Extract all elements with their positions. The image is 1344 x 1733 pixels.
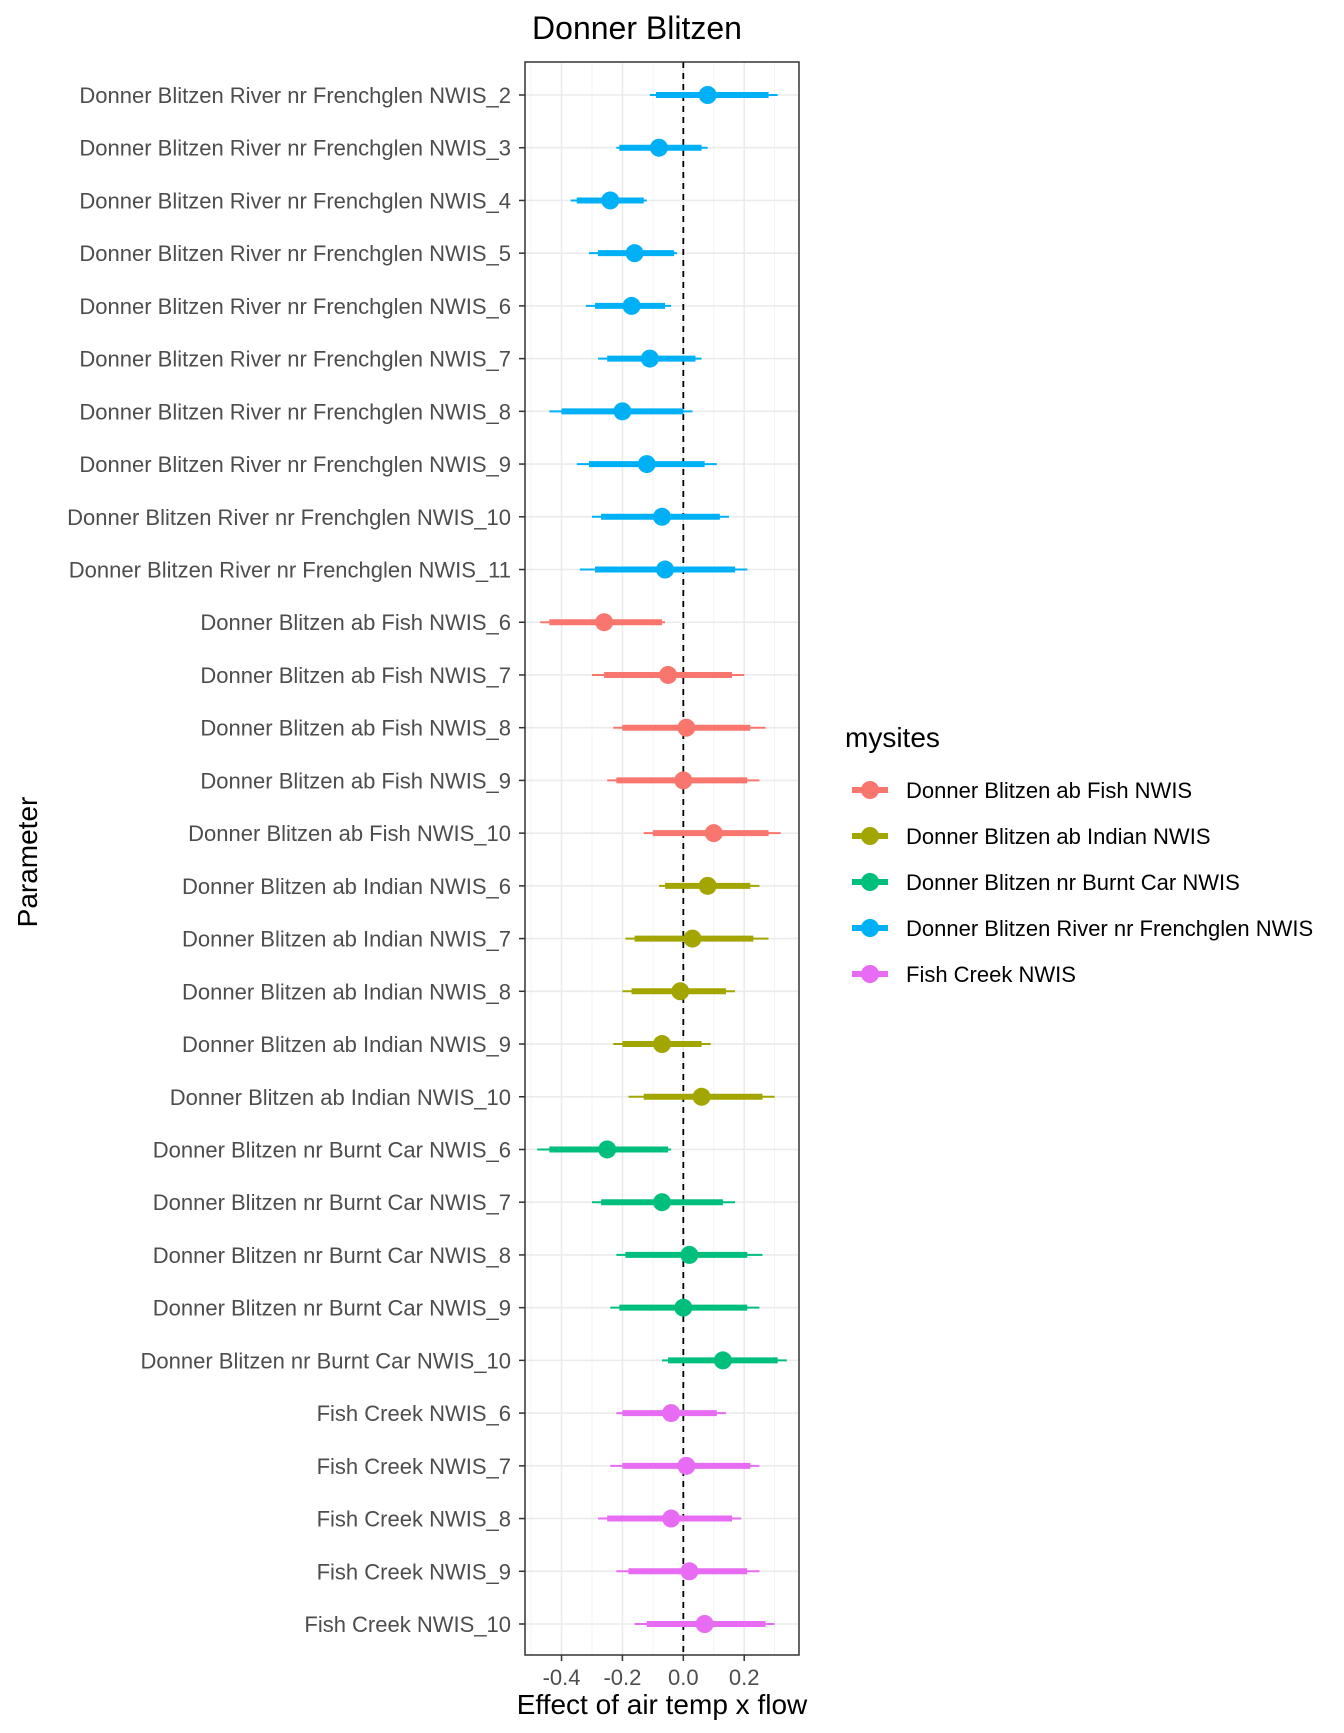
y-tick-label: Fish Creek NWIS_8	[317, 1507, 511, 1532]
point-estimate	[692, 1087, 711, 1106]
legend-entry-label: Donner Blitzen nr Burnt Car NWIS	[906, 870, 1240, 895]
point-estimate	[653, 1035, 671, 1054]
y-tick-label: Donner Blitzen River nr Frenchglen NWIS_…	[79, 294, 511, 319]
y-tick-label: Donner Blitzen ab Indian NWIS_7	[182, 927, 511, 952]
legend-key-point	[861, 827, 879, 845]
point-estimate	[680, 1562, 699, 1581]
point-estimate	[640, 349, 659, 368]
point-estimate	[680, 1245, 699, 1264]
y-tick-label: Donner Blitzen River nr Frenchglen NWIS_…	[79, 347, 511, 372]
y-tick-label: Donner Blitzen nr Burnt Car NWIS_9	[153, 1296, 511, 1321]
legend-key-point	[861, 919, 879, 937]
y-tick-label: Fish Creek NWIS_6	[317, 1401, 511, 1426]
point-estimate	[677, 1456, 696, 1475]
y-tick-label: Donner Blitzen River nr Frenchglen NWIS_…	[79, 399, 511, 424]
point-estimate	[662, 1509, 681, 1528]
point-estimate	[622, 296, 641, 315]
point-estimate	[704, 824, 723, 843]
point-estimate	[649, 138, 668, 157]
legend-entry-label: Donner Blitzen River nr Frenchglen NWIS	[906, 916, 1313, 941]
x-tick-label: 0.2	[729, 1665, 760, 1690]
legend-entry-label: Fish Creek NWIS	[906, 962, 1076, 987]
x-tick-label: -0.2	[603, 1665, 641, 1690]
point-estimate	[698, 86, 717, 104]
point-estimate	[674, 771, 693, 790]
y-tick-label: Donner Blitzen nr Burnt Car NWIS_8	[153, 1243, 511, 1268]
y-tick-label: Fish Creek NWIS_9	[317, 1559, 511, 1584]
point-estimate	[683, 929, 702, 948]
y-tick-label: Donner Blitzen ab Indian NWIS_6	[182, 874, 511, 899]
y-tick-label: Donner Blitzen ab Indian NWIS_10	[170, 1085, 511, 1110]
point-estimate	[598, 1140, 617, 1159]
chart-title: Donner Blitzen	[532, 10, 742, 46]
point-estimate	[637, 455, 656, 474]
legend-key-point	[861, 873, 879, 891]
point-estimate	[601, 191, 620, 210]
point-estimate	[656, 560, 675, 579]
y-tick-label: Donner Blitzen ab Fish NWIS_8	[200, 716, 511, 741]
y-tick-label: Donner Blitzen ab Fish NWIS_7	[200, 663, 511, 688]
legend-key-point	[861, 965, 879, 983]
y-tick-label: Fish Creek NWIS_10	[304, 1612, 511, 1637]
panel-border	[524, 61, 800, 1656]
y-tick-label: Donner Blitzen nr Burnt Car NWIS_7	[153, 1190, 511, 1215]
y-tick-label: Donner Blitzen River nr Frenchglen NWIS_…	[79, 83, 511, 108]
point-estimate	[653, 1193, 671, 1212]
legend-title: mysites	[845, 722, 940, 753]
x-tick-label: 0.0	[668, 1665, 699, 1690]
point-estimate	[595, 613, 614, 632]
y-tick-label: Donner Blitzen River nr Frenchglen NWIS_…	[79, 136, 511, 161]
y-tick-label: Donner Blitzen River nr Frenchglen NWIS_…	[79, 241, 511, 266]
y-tick-label: Donner Blitzen nr Burnt Car NWIS_6	[153, 1137, 511, 1162]
x-axis-label: Effect of air temp x flow	[517, 1689, 808, 1720]
plot-panel: Donner Blitzen River nr Frenchglen NWIS_…	[67, 61, 800, 1690]
point-estimate	[674, 1298, 693, 1317]
point-estimate	[625, 244, 644, 263]
point-estimate	[695, 1615, 714, 1633]
y-tick-label: Donner Blitzen nr Burnt Car NWIS_10	[141, 1348, 512, 1373]
legend-key-point	[861, 781, 879, 799]
legend-entry-label: Donner Blitzen ab Indian NWIS	[906, 824, 1211, 849]
point-estimate	[698, 876, 717, 895]
point-estimate	[677, 718, 696, 737]
point-estimate	[653, 507, 671, 526]
y-tick-label: Donner Blitzen River nr Frenchglen NWIS_…	[69, 558, 511, 583]
x-tick-label: -0.4	[543, 1665, 581, 1690]
y-axis-label: Parameter	[12, 797, 43, 928]
y-tick-label: Fish Creek NWIS_7	[317, 1454, 511, 1479]
y-tick-label: Donner Blitzen ab Fish NWIS_10	[188, 821, 511, 846]
legend-entry-label: Donner Blitzen ab Fish NWIS	[906, 778, 1192, 803]
y-tick-label: Donner Blitzen ab Fish NWIS_9	[200, 768, 511, 793]
point-estimate	[671, 982, 690, 1001]
y-tick-label: Donner Blitzen River nr Frenchglen NWIS_…	[67, 505, 511, 530]
y-tick-label: Donner Blitzen River nr Frenchglen NWIS_…	[79, 452, 511, 477]
legend: mysites Donner Blitzen ab Fish NWIS Donne…	[845, 722, 1313, 987]
point-estimate	[659, 665, 678, 684]
point-estimate	[662, 1404, 681, 1423]
point-estimate	[613, 402, 632, 421]
point-estimate	[713, 1351, 732, 1370]
y-tick-label: Donner Blitzen ab Indian NWIS_8	[182, 979, 511, 1004]
y-tick-label: Donner Blitzen ab Indian NWIS_9	[182, 1032, 511, 1057]
y-tick-label: Donner Blitzen River nr Frenchglen NWIS_…	[79, 188, 511, 213]
y-tick-label: Donner Blitzen ab Fish NWIS_6	[200, 610, 511, 635]
